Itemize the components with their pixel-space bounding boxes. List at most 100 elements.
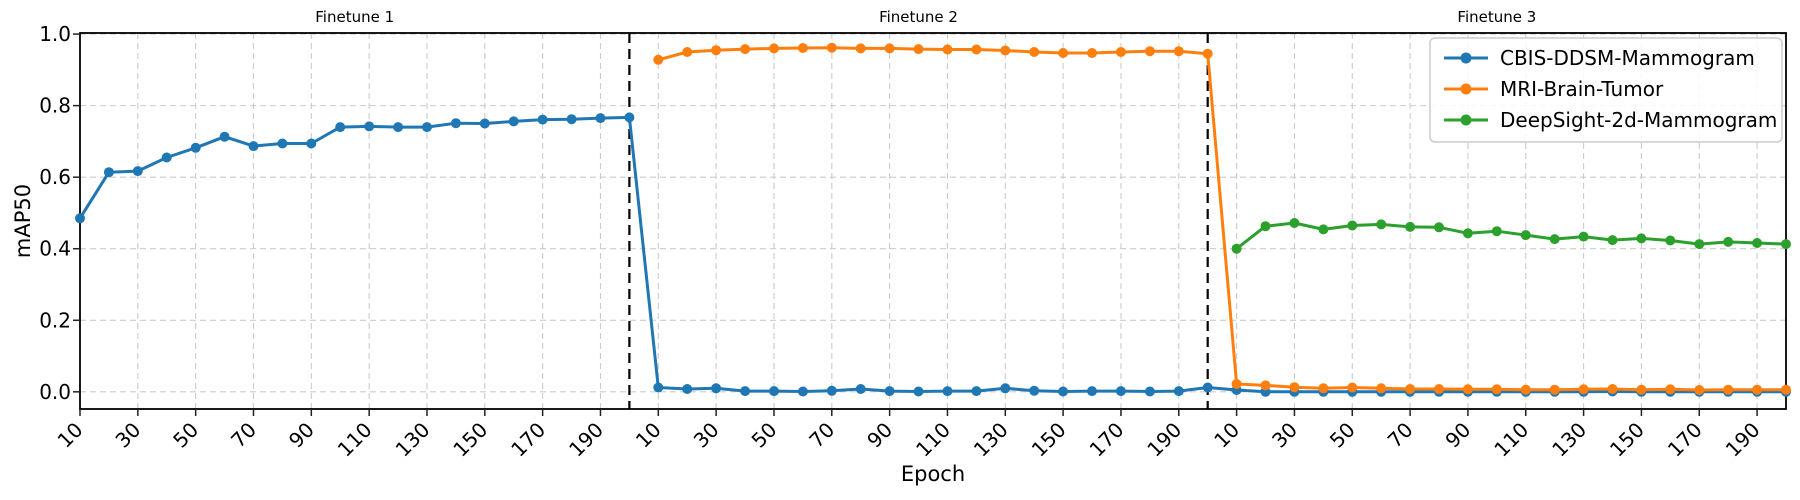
data-point-CBIS-DDSM-Mammogram <box>277 138 288 149</box>
y-tick-label: 1.0 <box>39 22 71 46</box>
x-tick-label: 50 <box>747 418 782 453</box>
y-tick-label: 0.2 <box>39 308 71 332</box>
data-point-CBIS-DDSM-Mammogram <box>508 116 519 127</box>
data-point-CBIS-DDSM-Mammogram <box>75 213 85 224</box>
data-point-CBIS-DDSM-Mammogram <box>1115 386 1126 397</box>
data-point-CBIS-DDSM-Mammogram <box>422 122 432 133</box>
data-point-MRI-Brain-Tumor <box>1058 48 1069 58</box>
data-point-CBIS-DDSM-Mammogram <box>1173 386 1184 397</box>
data-point-CBIS-DDSM-Mammogram <box>1029 385 1040 396</box>
data-point-CBIS-DDSM-Mammogram <box>103 167 114 178</box>
data-point-MRI-Brain-Tumor <box>1462 384 1473 395</box>
data-point-MRI-Brain-Tumor <box>1000 45 1011 56</box>
data-point-MRI-Brain-Tumor <box>1491 384 1502 395</box>
data-point-DeepSight-2d-Mammogram <box>1289 218 1300 228</box>
data-point-CBIS-DDSM-Mammogram <box>161 152 172 163</box>
x-tick-label: 190 <box>1721 418 1765 462</box>
data-point-DeepSight-2d-Mammogram <box>1607 235 1618 246</box>
legend-marker-icon <box>1460 83 1472 95</box>
data-point-MRI-Brain-Tumor <box>942 44 953 55</box>
data-point-DeepSight-2d-Mammogram <box>1462 228 1473 239</box>
data-point-CBIS-DDSM-Mammogram <box>1144 386 1155 397</box>
data-point-MRI-Brain-Tumor <box>653 54 664 65</box>
data-point-DeepSight-2d-Mammogram <box>1434 222 1444 233</box>
data-point-MRI-Brain-Tumor <box>1520 384 1531 395</box>
x-tick-label: 150 <box>1027 418 1071 462</box>
data-point-MRI-Brain-Tumor <box>1434 384 1444 394</box>
segment-title: Finetune 1 <box>315 8 394 26</box>
data-point-CBIS-DDSM-Mammogram <box>1058 386 1069 397</box>
y-tick-label: 0.0 <box>39 380 71 404</box>
data-point-MRI-Brain-Tumor <box>1144 46 1155 57</box>
data-point-MRI-Brain-Tumor <box>1578 384 1589 395</box>
data-point-CBIS-DDSM-Mammogram <box>364 121 375 132</box>
data-point-CBIS-DDSM-Mammogram <box>682 384 693 394</box>
data-point-MRI-Brain-Tumor <box>1173 46 1184 57</box>
data-point-CBIS-DDSM-Mammogram <box>711 383 722 394</box>
legend-marker-icon <box>1460 52 1472 64</box>
x-tick-label: 170 <box>1663 418 1707 462</box>
data-point-DeepSight-2d-Mammogram <box>1549 234 1560 245</box>
data-point-DeepSight-2d-Mammogram <box>1723 236 1734 247</box>
x-tick-label: 130 <box>969 418 1013 462</box>
data-point-DeepSight-2d-Mammogram <box>1781 239 1791 250</box>
data-point-MRI-Brain-Tumor <box>913 44 924 55</box>
data-point-DeepSight-2d-Mammogram <box>1347 220 1358 231</box>
data-point-CBIS-DDSM-Mammogram <box>479 118 490 129</box>
data-point-DeepSight-2d-Mammogram <box>1636 233 1647 244</box>
x-tick-label: 30 <box>689 418 724 453</box>
data-point-CBIS-DDSM-Mammogram <box>971 386 982 397</box>
data-point-CBIS-DDSM-Mammogram <box>190 142 201 153</box>
legend-box <box>1429 37 1783 143</box>
x-tick-label: 110 <box>1489 418 1533 462</box>
x-tick-label: 50 <box>168 418 203 453</box>
data-point-CBIS-DDSM-Mammogram <box>797 386 808 397</box>
data-point-MRI-Brain-Tumor <box>1289 382 1300 393</box>
y-tick-label: 0.8 <box>39 94 71 118</box>
data-point-CBIS-DDSM-Mammogram <box>826 385 837 396</box>
x-tick-label: 110 <box>911 418 955 462</box>
data-point-DeepSight-2d-Mammogram <box>1491 226 1502 237</box>
data-point-CBIS-DDSM-Mammogram <box>884 386 895 397</box>
data-point-CBIS-DDSM-Mammogram <box>393 122 404 133</box>
data-point-DeepSight-2d-Mammogram <box>1318 224 1329 235</box>
data-point-DeepSight-2d-Mammogram <box>1578 231 1589 242</box>
data-point-MRI-Brain-Tumor <box>1318 383 1329 394</box>
data-point-CBIS-DDSM-Mammogram <box>537 114 548 125</box>
x-tick-label: 130 <box>1547 418 1591 462</box>
data-point-DeepSight-2d-Mammogram <box>1260 221 1271 232</box>
x-tick-label: 150 <box>448 418 492 462</box>
x-tick-label: 90 <box>1440 418 1475 453</box>
data-point-DeepSight-2d-Mammogram <box>1752 238 1763 248</box>
x-tick-label: 90 <box>284 418 319 453</box>
x-tick-label: 90 <box>862 418 897 453</box>
data-point-CBIS-DDSM-Mammogram <box>450 118 461 129</box>
data-point-MRI-Brain-Tumor <box>797 43 808 53</box>
data-point-MRI-Brain-Tumor <box>1029 47 1040 57</box>
data-point-CBIS-DDSM-Mammogram <box>335 122 346 133</box>
data-point-MRI-Brain-Tumor <box>769 43 779 54</box>
segment-title: Finetune 2 <box>879 8 958 26</box>
data-point-MRI-Brain-Tumor <box>1202 48 1213 59</box>
data-point-CBIS-DDSM-Mammogram <box>1202 382 1213 393</box>
data-point-CBIS-DDSM-Mammogram <box>248 141 259 152</box>
x-tick-label: 10 <box>53 418 88 453</box>
legend-marker-icon <box>1460 114 1472 126</box>
data-point-MRI-Brain-Tumor <box>884 43 895 54</box>
data-point-DeepSight-2d-Mammogram <box>1405 221 1416 232</box>
y-tick-label: 0.6 <box>39 165 71 189</box>
x-tick-label: 10 <box>1209 418 1244 453</box>
data-point-MRI-Brain-Tumor <box>1347 382 1358 393</box>
data-point-MRI-Brain-Tumor <box>1723 384 1734 395</box>
legend-label: DeepSight-2d-Mammogram <box>1500 108 1777 132</box>
data-point-CBIS-DDSM-Mammogram <box>942 386 953 397</box>
data-point-MRI-Brain-Tumor <box>1405 384 1416 394</box>
data-point-DeepSight-2d-Mammogram <box>1520 230 1531 241</box>
x-tick-label: 170 <box>506 418 550 462</box>
data-point-CBIS-DDSM-Mammogram <box>913 386 924 397</box>
data-point-MRI-Brain-Tumor <box>855 43 866 54</box>
legend-entry-DeepSight-2d-Mammogram: DeepSight-2d-Mammogram <box>1444 108 1777 132</box>
data-point-CBIS-DDSM-Mammogram <box>595 113 606 124</box>
x-tick-label: 50 <box>1325 418 1360 453</box>
